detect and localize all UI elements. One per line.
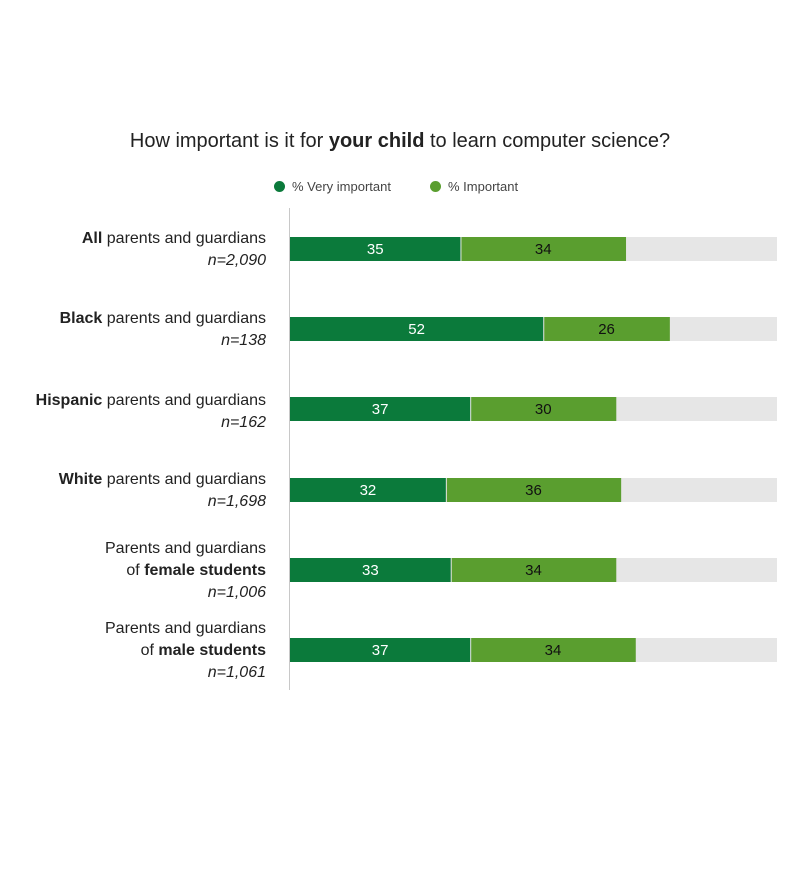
data-label-very-important: 52 bbox=[408, 321, 425, 338]
bar-important bbox=[451, 558, 617, 582]
bar-important bbox=[471, 638, 636, 662]
legend-marker-important bbox=[430, 181, 441, 192]
legend-label-very-important: % Very important bbox=[292, 179, 391, 194]
row-label-text: parents and guardians bbox=[102, 471, 266, 488]
row-label-text: Parents and guardians bbox=[105, 540, 266, 557]
y-axis-line bbox=[289, 208, 290, 690]
bar-very-important bbox=[290, 317, 544, 341]
data-label-important: 34 bbox=[525, 562, 542, 579]
legend-item-important: % Important bbox=[430, 179, 518, 194]
data-label-very-important: 37 bbox=[372, 401, 389, 418]
chart-title-post: to learn computer science? bbox=[424, 130, 671, 152]
row-label-all: All parents and guardians n=2,090 bbox=[82, 228, 266, 272]
bar-very-important bbox=[290, 558, 451, 582]
data-label-very-important: 37 bbox=[372, 642, 389, 659]
bar-important bbox=[446, 478, 622, 502]
row-label-text: Parents and guardians bbox=[105, 620, 266, 637]
row-label-bold: All bbox=[81, 230, 103, 247]
row-label-bold: female students bbox=[144, 562, 266, 579]
row-sample-size: n=1,061 bbox=[207, 664, 266, 681]
row-label-bold: male students bbox=[158, 642, 266, 659]
row-sample-size: n=1,698 bbox=[207, 493, 266, 510]
data-label-very-important: 35 bbox=[367, 241, 384, 258]
data-label-important: 26 bbox=[598, 321, 615, 338]
row-label-line2: of bbox=[126, 562, 145, 579]
bar-very-important bbox=[290, 638, 471, 662]
row-label-bold: White bbox=[58, 471, 103, 488]
chart-title-bold: your child bbox=[328, 130, 425, 152]
legend: % Very important % Important bbox=[0, 179, 800, 197]
row-label-text: parents and guardians bbox=[102, 230, 266, 247]
row-sample-size: n=1,006 bbox=[207, 584, 266, 601]
bar-important bbox=[544, 317, 670, 341]
bar-very-important bbox=[290, 397, 471, 421]
bar-important bbox=[461, 237, 627, 261]
row-label-male-students: Parents and guardians of male students n… bbox=[105, 618, 266, 684]
row-sample-size: n=162 bbox=[221, 414, 266, 431]
data-label-important: 34 bbox=[535, 241, 552, 258]
data-label-important: 30 bbox=[535, 401, 552, 418]
row-label-line2: of bbox=[140, 642, 159, 659]
legend-item-very-important: % Very important bbox=[274, 179, 391, 194]
row-label-bold: Black bbox=[59, 310, 103, 327]
bar-important bbox=[471, 397, 617, 421]
row-label-black: Black parents and guardians n=138 bbox=[60, 308, 266, 352]
chart-title: How important is it for your child to le… bbox=[0, 130, 800, 153]
data-label-important: 36 bbox=[525, 482, 542, 499]
row-sample-size: n=138 bbox=[221, 332, 266, 349]
legend-marker-very-important bbox=[274, 181, 285, 192]
data-label-important: 34 bbox=[545, 642, 562, 659]
row-label-bold: Hispanic bbox=[35, 392, 103, 409]
bar-very-important bbox=[290, 237, 461, 261]
legend-label-important: % Important bbox=[448, 179, 519, 194]
row-label-hispanic: Hispanic parents and guardians n=162 bbox=[36, 390, 266, 434]
chart-title-pre: How important is it for bbox=[129, 130, 329, 152]
data-label-very-important: 33 bbox=[362, 562, 379, 579]
row-label-text: parents and guardians bbox=[102, 392, 266, 409]
bar-very-important bbox=[290, 478, 446, 502]
row-sample-size: n=2,090 bbox=[207, 252, 266, 269]
row-label-text: parents and guardians bbox=[102, 310, 266, 327]
row-label-white: White parents and guardians n=1,698 bbox=[59, 469, 266, 513]
data-label-very-important: 32 bbox=[360, 482, 377, 499]
row-label-female-students: Parents and guardians of female students… bbox=[105, 538, 266, 604]
